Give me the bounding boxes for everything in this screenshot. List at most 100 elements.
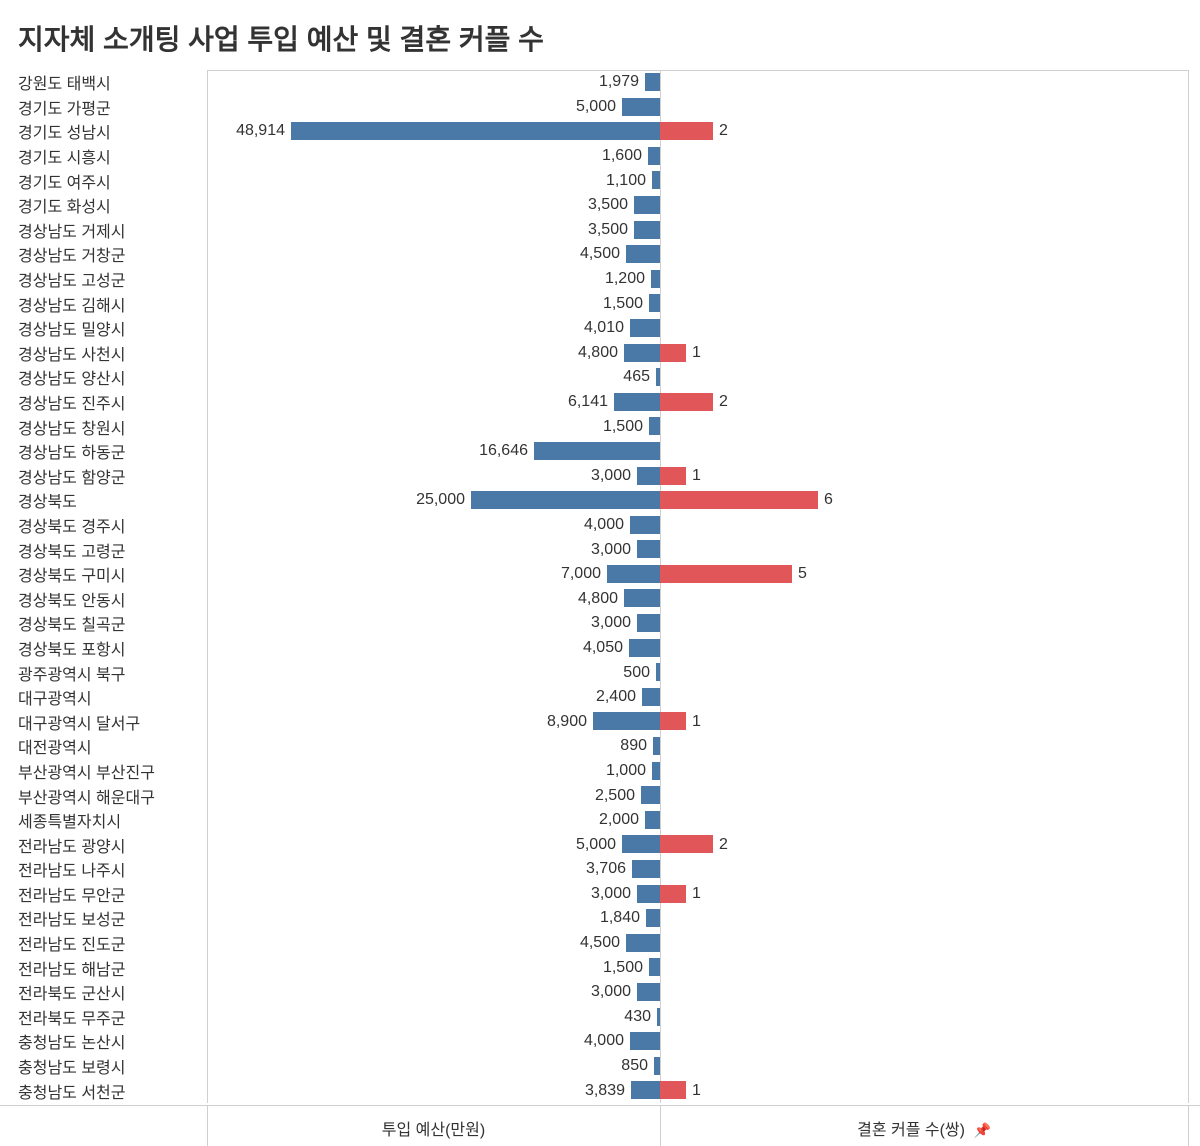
- couples-value-label: 1: [692, 1082, 701, 1100]
- chart-row: 경상남도 창원시1,500: [0, 414, 1200, 439]
- budget-value-label: 1,000: [606, 762, 646, 780]
- budget-value-label: 465: [623, 368, 650, 386]
- y-axis-label: 경상북도 안동시: [0, 587, 200, 611]
- y-axis-label: 경상북도 포항시: [0, 636, 200, 660]
- budget-value-label: 4,800: [578, 344, 618, 362]
- y-axis-label: 경상북도 구미시: [0, 562, 200, 586]
- chart-row: 경상남도 하동군 16,646: [0, 439, 1200, 464]
- y-axis-label: 세종특별자치시: [0, 808, 200, 832]
- chart-row: 경상북도25,0006: [0, 488, 1200, 513]
- budget-value-label: 1,500: [603, 959, 643, 977]
- couples-bar: [660, 491, 818, 509]
- budget-bar: [637, 467, 660, 485]
- budget-bar: [641, 786, 660, 804]
- y-axis-label: 경상남도 사천시: [0, 341, 200, 365]
- budget-bar: [634, 221, 660, 239]
- budget-value-label: 430: [624, 1008, 651, 1026]
- chart-row: 경기도 성남시48,9142: [0, 119, 1200, 144]
- budget-value-label: 4,800: [578, 590, 618, 608]
- couples-bar: [660, 1081, 686, 1099]
- budget-bar: [634, 196, 660, 214]
- y-axis-label: 광주광역시 북구: [0, 661, 200, 685]
- y-axis-label: 경상북도 경주시: [0, 513, 200, 537]
- chart-row: 세종특별자치시2,000: [0, 808, 1200, 833]
- budget-value-label: 5,000: [576, 98, 616, 116]
- budget-bar: [642, 688, 660, 706]
- budget-bar: [630, 516, 660, 534]
- chart-row: 전라남도 광양시5,0002: [0, 832, 1200, 857]
- budget-value-label: 6,141: [568, 393, 608, 411]
- chart-row: 경상북도 고령군3,000: [0, 537, 1200, 562]
- budget-bar: [649, 958, 660, 976]
- chart-row: 경기도 시흥시1,600: [0, 144, 1200, 169]
- budget-value-label: 1,500: [603, 418, 643, 436]
- budget-bar: [656, 663, 660, 681]
- chart-row: 강원도 태백시1,979: [0, 70, 1200, 95]
- budget-value-label: 48,914: [236, 122, 285, 140]
- x-axis: 투입 예산(만원) 결혼 커플 수(쌍) 📌: [0, 1105, 1200, 1145]
- budget-bar: [657, 1008, 660, 1026]
- chart-row: 대구광역시 달서구8,9001: [0, 709, 1200, 734]
- budget-value-label: 890: [620, 737, 647, 755]
- chart-row: 경상남도 함양군3,0001: [0, 464, 1200, 489]
- y-axis-label: 경상남도 양산시: [0, 365, 200, 389]
- pin-icon: 📌: [973, 1122, 990, 1139]
- y-axis-label: 경상북도 칠곡군: [0, 611, 200, 635]
- budget-bar: [645, 73, 660, 91]
- chart-row: 경상남도 고성군 1,200: [0, 267, 1200, 292]
- budget-value-label: 4,500: [580, 934, 620, 952]
- budget-bar: [607, 565, 660, 583]
- y-axis-label: 전라북도 무주군: [0, 1005, 200, 1029]
- budget-value-label: 1,100: [606, 172, 646, 190]
- chart-row: 경상북도 안동시 4,800: [0, 586, 1200, 611]
- y-axis-label: 충청남도 논산시: [0, 1029, 200, 1053]
- y-axis-label: 경기도 시흥시: [0, 144, 200, 168]
- budget-bar: [656, 368, 660, 386]
- chart-row: 경기도 가평군 5,000: [0, 95, 1200, 120]
- y-axis-label: 전라남도 나주시: [0, 857, 200, 881]
- budget-bar: [654, 1057, 660, 1075]
- y-axis-label: 경상남도 고성군: [0, 267, 200, 291]
- y-axis-label: 경기도 화성시: [0, 193, 200, 217]
- chart-title: 지자체 소개팅 사업 투입 예산 및 결혼 커플 수: [0, 10, 1200, 70]
- chart-row: 전라남도 무안군3,0001: [0, 882, 1200, 907]
- y-axis-label: 전라남도 무안군: [0, 882, 200, 906]
- chart-row: 전라남도 진도군 4,500: [0, 931, 1200, 956]
- budget-bar: [637, 540, 660, 558]
- budget-value-label: 4,050: [583, 639, 623, 657]
- y-axis-label: 경기도 가평군: [0, 95, 200, 119]
- budget-bar: [630, 319, 660, 337]
- budget-bar: [626, 245, 660, 263]
- y-axis-label: 전라북도 군산시: [0, 980, 200, 1004]
- y-axis-label: 대전광역시: [0, 734, 200, 758]
- budget-value-label: 1,200: [605, 270, 645, 288]
- budget-value-label: 4,000: [584, 1032, 624, 1050]
- budget-value-label: 3,706: [586, 860, 626, 878]
- budget-value-label: 2,500: [595, 787, 635, 805]
- couples-value-label: 6: [824, 491, 833, 509]
- chart-row: 경상북도 칠곡군3,000: [0, 611, 1200, 636]
- chart-row: 대구광역시2,400: [0, 685, 1200, 710]
- budget-value-label: 1,840: [600, 909, 640, 927]
- budget-value-label: 1,979: [599, 73, 639, 91]
- chart-row: 경기도 여주시1,100: [0, 168, 1200, 193]
- y-axis-label: 전라남도 진도군: [0, 931, 200, 955]
- chart-row: 전라북도 군산시 3,000: [0, 980, 1200, 1005]
- chart-row: 경상남도 진주시6,1412: [0, 390, 1200, 415]
- budget-value-label: 3,500: [588, 221, 628, 239]
- budget-bar: [630, 1032, 660, 1050]
- chart-row: 경상북도 경주시4,000: [0, 513, 1200, 538]
- budget-value-label: 16,646: [479, 442, 528, 460]
- budget-bar: [593, 712, 660, 730]
- chart-row: 전라북도 무주군 430: [0, 1005, 1200, 1030]
- budget-bar: [648, 147, 660, 165]
- budget-bar: [652, 171, 660, 189]
- y-axis-label: 경상남도 하동군: [0, 439, 200, 463]
- budget-value-label: 3,000: [591, 983, 631, 1001]
- budget-bar: [651, 270, 660, 288]
- couples-bar: [660, 467, 686, 485]
- chart-row: 경상북도 포항시 4,050: [0, 636, 1200, 661]
- y-axis-label: 부산광역시 해운대구: [0, 784, 200, 808]
- diverging-bar-chart: 지자체 소개팅 사업 투입 예산 및 결혼 커플 수 강원도 태백시1,979경…: [0, 0, 1200, 1145]
- couples-value-label: 1: [692, 885, 701, 903]
